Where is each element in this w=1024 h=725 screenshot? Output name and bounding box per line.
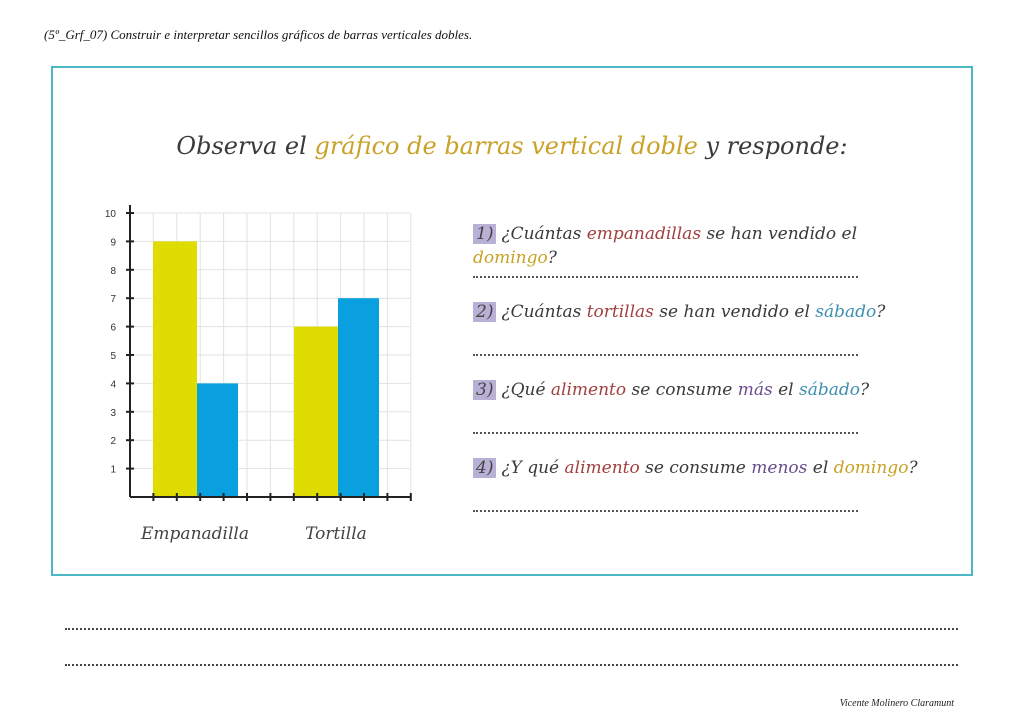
bar [338, 298, 379, 497]
question-text: ¿Cuántas [501, 302, 587, 322]
question-text: ? [876, 302, 886, 322]
y-tick-label: 8 [110, 266, 116, 277]
question-2: 2) ¿Cuántas tortillas se han vendido el s… [473, 300, 943, 340]
bar [294, 326, 338, 497]
y-tick-label: 7 [110, 294, 116, 305]
question-number: 4) [473, 458, 497, 478]
question-text: ¿Y qué [501, 458, 565, 478]
category-label: Empanadilla [140, 524, 249, 544]
question-number: 1) [473, 224, 497, 244]
bar [197, 383, 238, 497]
question-text: ? [908, 458, 918, 478]
question-text: el [807, 458, 834, 478]
question-text: domingo [473, 248, 548, 268]
question-text: alimento [564, 458, 640, 478]
exercise-title: Observa el gráfico de barras vertical do… [0, 132, 1024, 160]
title-text-end: y responde: [697, 132, 848, 160]
y-tick-label: 6 [110, 323, 116, 334]
question-number: 3) [473, 380, 497, 400]
question-text: el [772, 380, 799, 400]
category-label: Tortilla [305, 524, 367, 544]
question-number: 2) [473, 302, 497, 322]
title-text: Observa el [176, 132, 315, 160]
answer-line[interactable] [473, 496, 943, 534]
question-3: 3) ¿Qué alimento se consume más el sábado… [473, 378, 943, 418]
question-text: domingo [833, 458, 909, 478]
question-text: ¿Qué [501, 380, 551, 400]
double-bar-chart: Empanadilla Tortilla 1 2 3 4 5 6 7 8 9 10 [105, 205, 412, 544]
question-text: más [737, 380, 773, 400]
y-tick-label: 10 [105, 209, 117, 220]
question-text: se han vendido el [653, 302, 816, 322]
question-text: empanadillas [586, 224, 702, 244]
answer-line[interactable] [473, 262, 943, 300]
author-credit: Vicente Molinero Claramunt [839, 698, 954, 709]
question-4: 4) ¿Y qué alimento se consume menos el do… [473, 456, 943, 496]
y-tick-label: 5 [110, 351, 116, 362]
answer-line[interactable] [473, 340, 943, 378]
exercise-frame [51, 66, 973, 576]
question-text: se han vendido el [701, 224, 858, 244]
question-text: tortillas [586, 302, 654, 322]
question-text: ? [860, 380, 870, 400]
question-1: 1) ¿Cuántas empanadillas se han vendido e… [473, 222, 943, 268]
worksheet-header: (5º_Grf_07) Construir e interpretar senc… [44, 27, 473, 42]
question-text: se consume [639, 458, 752, 478]
question-text: sábado [799, 380, 860, 400]
questions-list: 1) ¿Cuántas empanadillas se han vendido e… [473, 222, 943, 534]
y-tick-label: 1 [110, 465, 116, 476]
y-tick-label: 2 [110, 436, 116, 447]
question-text: se consume [626, 380, 738, 400]
bar [153, 241, 197, 497]
question-text: ¿Cuántas [501, 224, 587, 244]
y-tick-label: 9 [110, 237, 116, 248]
question-text: ? [547, 248, 557, 268]
question-text: alimento [550, 380, 627, 400]
title-highlight: gráfico de barras vertical doble [314, 132, 698, 160]
question-text: sábado [815, 302, 877, 322]
question-text: menos [751, 458, 808, 478]
answer-line[interactable] [65, 664, 958, 666]
y-tick-label: 3 [110, 408, 116, 419]
answer-line[interactable] [473, 418, 943, 456]
answer-line[interactable] [65, 628, 958, 630]
y-tick-label: 4 [110, 379, 116, 390]
